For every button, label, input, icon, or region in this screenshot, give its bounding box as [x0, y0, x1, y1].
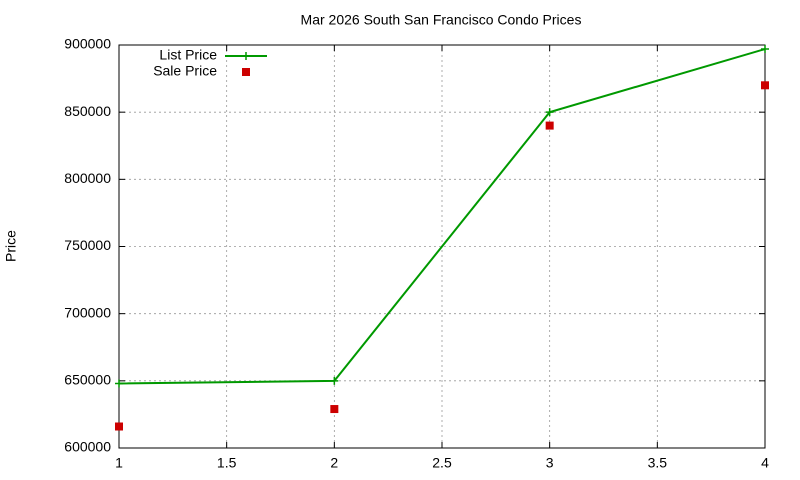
y-tick-label: 750000: [64, 237, 111, 253]
x-tick-label: 1: [115, 455, 123, 471]
legend-marker: [242, 52, 250, 60]
x-tick-label: 2: [330, 455, 338, 471]
plot-frame: [118, 44, 766, 449]
y-tick-label: 700000: [64, 304, 111, 320]
y-tick-label: 900000: [64, 36, 111, 52]
data-point: [761, 45, 769, 54]
data-point: [545, 108, 554, 117]
y-axis-label: Price: [3, 230, 19, 262]
x-tick-label: 3: [546, 455, 554, 471]
x-tick-label: 2.5: [432, 455, 452, 471]
data-point: [115, 379, 123, 388]
legend-label: Sale Price: [153, 63, 217, 79]
series-line: [118, 48, 766, 385]
data-point: [545, 121, 554, 130]
x-tick-label: 1.5: [217, 455, 237, 471]
y-tick-label: 600000: [64, 439, 111, 455]
legend-label: List Price: [159, 47, 217, 63]
x-tick-label: 3.5: [648, 455, 668, 471]
legend-marker: [242, 68, 250, 76]
data-point: [115, 422, 123, 431]
x-tick-label: 4: [761, 455, 769, 471]
y-tick-label: 800000: [64, 170, 111, 186]
data-point: [761, 81, 769, 90]
data-point: [330, 376, 339, 385]
y-tick-label: 850000: [64, 103, 111, 119]
data-point: [330, 405, 339, 414]
chart-title: Mar 2026 South San Francisco Condo Price…: [301, 12, 582, 28]
y-tick-label: 650000: [64, 372, 111, 388]
